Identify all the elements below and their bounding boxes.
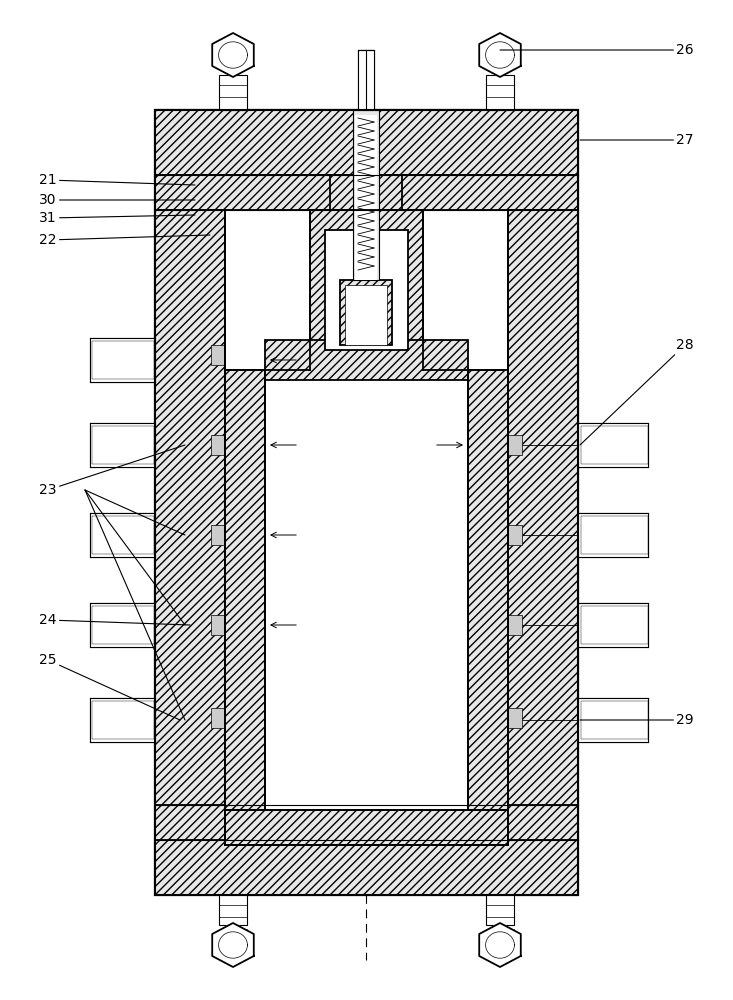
Text: 28: 28 bbox=[580, 338, 694, 445]
Polygon shape bbox=[213, 923, 254, 967]
Bar bbox=[90, 423, 155, 467]
Bar bbox=[90, 698, 155, 742]
Bar bbox=[211, 708, 225, 728]
Bar bbox=[581, 516, 648, 554]
Bar bbox=[92, 426, 154, 464]
Bar bbox=[486, 895, 514, 925]
Bar bbox=[155, 210, 578, 805]
Bar bbox=[581, 606, 648, 644]
Bar bbox=[508, 708, 522, 728]
Polygon shape bbox=[479, 923, 520, 967]
Bar bbox=[155, 840, 578, 895]
Text: 21: 21 bbox=[39, 173, 195, 187]
Bar bbox=[265, 370, 468, 810]
Bar bbox=[581, 426, 648, 464]
Bar bbox=[225, 370, 265, 810]
Bar bbox=[155, 110, 578, 895]
Bar bbox=[508, 210, 578, 805]
Bar bbox=[310, 210, 423, 370]
Bar bbox=[90, 338, 155, 382]
Bar bbox=[92, 516, 154, 554]
Bar bbox=[353, 110, 379, 280]
Bar bbox=[345, 285, 387, 345]
Bar bbox=[358, 50, 374, 110]
Bar bbox=[155, 210, 225, 805]
Bar bbox=[211, 345, 225, 365]
Bar bbox=[211, 435, 225, 455]
Bar bbox=[355, 115, 377, 280]
Bar bbox=[92, 341, 154, 379]
Text: 23: 23 bbox=[40, 445, 185, 497]
Bar bbox=[508, 525, 522, 545]
Bar bbox=[325, 230, 408, 350]
Bar bbox=[358, 50, 374, 110]
Bar bbox=[340, 280, 392, 345]
Bar bbox=[486, 75, 514, 110]
Bar bbox=[578, 603, 648, 647]
Bar bbox=[578, 423, 648, 467]
Bar bbox=[225, 810, 508, 845]
Bar bbox=[578, 513, 648, 557]
Polygon shape bbox=[479, 33, 520, 77]
Text: 24: 24 bbox=[40, 613, 190, 627]
Bar bbox=[508, 615, 522, 635]
Text: 27: 27 bbox=[580, 133, 693, 147]
Bar bbox=[90, 603, 155, 647]
Text: 31: 31 bbox=[39, 211, 195, 225]
Bar bbox=[155, 175, 578, 210]
Bar bbox=[155, 110, 578, 175]
Bar bbox=[92, 606, 154, 644]
Text: 26: 26 bbox=[500, 43, 694, 57]
Bar bbox=[219, 895, 247, 925]
Bar bbox=[155, 110, 578, 895]
Bar bbox=[265, 340, 468, 380]
Text: 22: 22 bbox=[40, 233, 210, 247]
Bar bbox=[92, 701, 154, 739]
Bar bbox=[155, 805, 578, 840]
Bar bbox=[508, 435, 522, 455]
Bar bbox=[468, 370, 508, 810]
Polygon shape bbox=[213, 33, 254, 77]
Bar bbox=[211, 615, 225, 635]
Text: 29: 29 bbox=[580, 713, 694, 727]
Bar bbox=[225, 840, 508, 845]
Bar bbox=[219, 75, 247, 110]
Bar bbox=[330, 175, 402, 210]
Bar bbox=[211, 525, 225, 545]
Bar bbox=[90, 513, 155, 557]
Text: 30: 30 bbox=[40, 193, 195, 207]
Bar bbox=[578, 698, 648, 742]
Bar bbox=[581, 701, 648, 739]
Text: 25: 25 bbox=[40, 653, 180, 720]
Bar bbox=[155, 110, 578, 895]
